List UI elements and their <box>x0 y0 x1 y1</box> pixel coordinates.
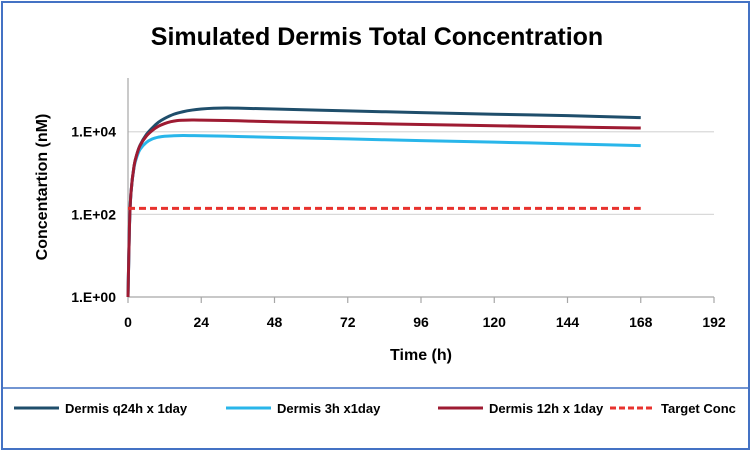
x-tick-labels: 0 24 48 72 96 120 144 168 192 <box>124 314 726 330</box>
legend-item-1: Dermis q24h x 1day <box>14 401 188 416</box>
x-tick-label: 96 <box>413 314 429 330</box>
legend-label: Dermis q24h x 1day <box>65 401 188 416</box>
chart-title: Simulated Dermis Total Concentration <box>151 23 603 51</box>
legend-item-3: Dermis 12h x 1day <box>438 401 604 416</box>
gridlines <box>128 131 714 215</box>
x-tick-label: 192 <box>702 314 726 330</box>
y-axis-title: Concentartion (nM) <box>34 114 51 261</box>
legend: Dermis q24h x 1day Dermis 3h x1day Dermis … <box>14 401 736 416</box>
legend-item-2: Dermis 3h x1day <box>226 401 381 416</box>
series-line-2 <box>126 134 641 298</box>
x-axis-title: Time (h) <box>390 347 452 364</box>
x-tick-label: 48 <box>267 314 283 330</box>
x-tick-label: 0 <box>124 314 132 330</box>
series-line-3 <box>126 118 641 298</box>
y-tick-label: 1.E+02 <box>71 206 116 222</box>
series-lines <box>126 106 641 298</box>
legend-label: Dermis 12h x 1day <box>489 401 604 416</box>
x-tick-label: 144 <box>556 314 580 330</box>
y-tick-label: 1.E+04 <box>71 124 116 140</box>
axes <box>127 78 715 303</box>
legend-label: Target Conc <box>661 401 736 416</box>
legend-item-4: Target Conc <box>610 401 736 416</box>
x-tick-label: 168 <box>629 314 653 330</box>
legend-label: Dermis 3h x1day <box>277 401 381 416</box>
x-tick-label: 120 <box>483 314 507 330</box>
x-tick-label: 72 <box>340 314 356 330</box>
y-tick-label: 1.E+00 <box>71 289 116 305</box>
y-tick-labels: 1.E+00 1.E+02 1.E+04 <box>71 124 116 305</box>
x-tick-label: 24 <box>193 314 209 330</box>
